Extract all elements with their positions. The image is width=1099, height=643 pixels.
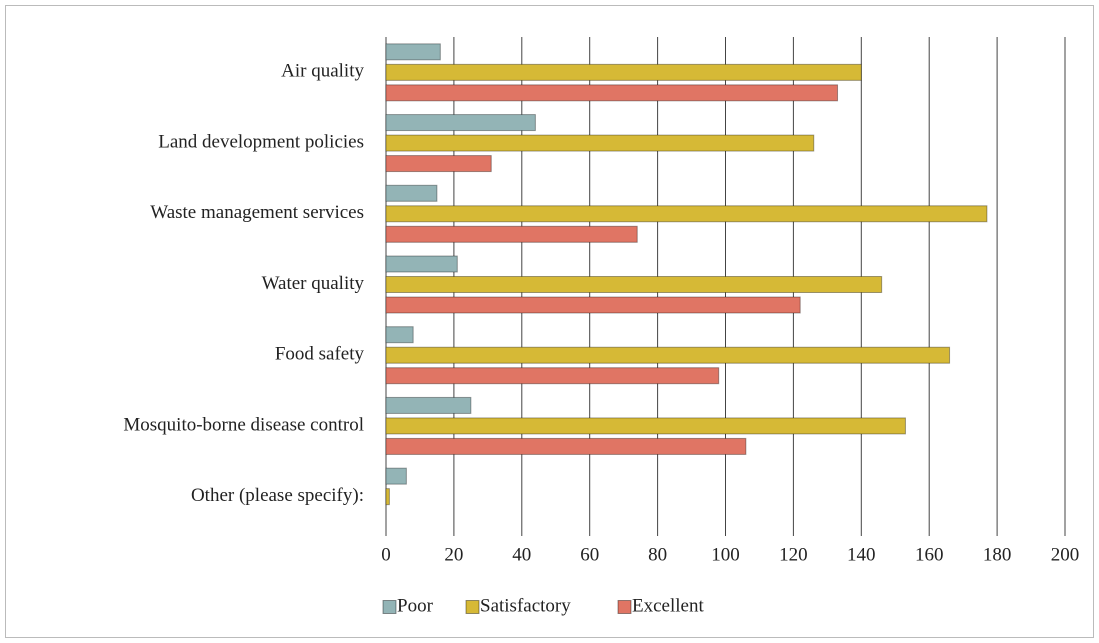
legend-swatch [382,600,397,614]
y-tick-label: Air quality [281,61,364,82]
legend-label: Satisfactory [480,595,571,616]
bar [385,396,472,414]
x-tick-label: 20 [444,544,463,565]
bar [385,114,536,132]
legend-label: Poor [397,595,434,616]
legend-swatch [617,600,632,614]
x-tick-label: 160 [915,544,944,565]
bar [385,255,458,273]
y-tick-label: Waste management services [150,202,364,223]
chart-border [5,5,1094,638]
x-tick-label: 140 [847,544,876,565]
bar [385,367,720,385]
bar [385,467,407,485]
y-tick-label: Mosquito-borne disease control [123,414,364,435]
x-tick-label: 120 [779,544,808,565]
bar [385,437,747,455]
bar [385,134,815,152]
x-tick-label: 180 [983,544,1012,565]
x-tick-label: 40 [512,544,531,565]
legend-label: Excellent [632,595,704,616]
y-tick-label: Water quality [262,273,365,294]
bar [385,276,883,293]
bar [385,417,906,435]
legend-swatch [465,600,480,614]
bar [385,296,801,314]
bar [385,43,441,61]
bar [385,155,492,173]
y-tick-label: Food safety [275,344,365,365]
bar [385,184,438,202]
x-tick-label: 80 [648,544,667,565]
bar [385,225,638,243]
bar [385,326,414,344]
x-tick-label: 0 [381,544,391,565]
x-tick-label: 100 [711,544,740,565]
bar [385,346,951,364]
y-tick-label: Land development policies [158,131,364,152]
x-tick-label: 200 [1051,544,1080,565]
bar [385,84,839,102]
x-tick-label: 60 [580,544,599,565]
bar [385,488,390,506]
bar [385,205,988,223]
bar [385,63,862,81]
y-tick-label: Other (please specify): [191,485,364,506]
